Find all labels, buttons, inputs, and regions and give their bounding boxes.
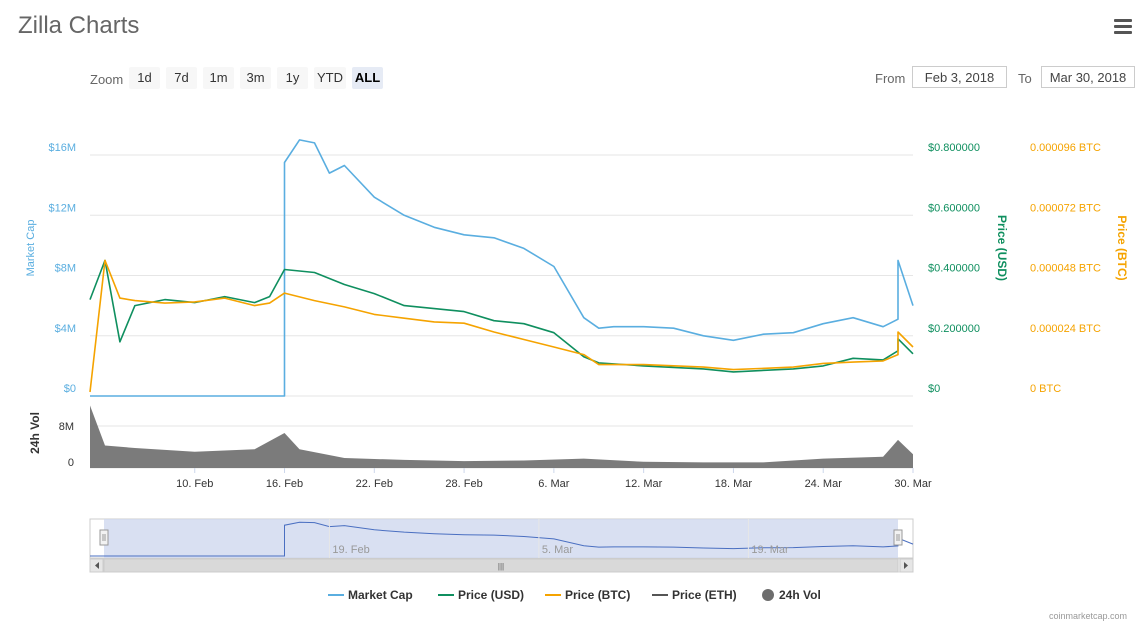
market-cap-tick-label: $8M xyxy=(55,263,76,275)
market-cap-tick-label: $0 xyxy=(64,383,76,395)
legend-item-24h-vol[interactable]: 24h Vol xyxy=(762,588,821,602)
price-btc-tick-label: 0.000024 BTC xyxy=(1030,323,1101,335)
legend-item-price-eth[interactable]: Price (ETH) xyxy=(652,588,737,602)
zoom-button-1m[interactable]: 1m xyxy=(203,67,234,89)
price-usd-tick-label: $0 xyxy=(928,383,940,395)
volume-tick-label: 8M xyxy=(59,421,74,433)
credit-text: coinmarketcap.com xyxy=(1049,611,1128,621)
x-axis-tick-label: 28. Feb xyxy=(445,478,482,490)
x-axis-tick-label: 30. Mar xyxy=(894,478,932,490)
arrow-left-icon xyxy=(95,562,99,569)
legend-label: Price (USD) xyxy=(458,588,524,602)
to-label: To xyxy=(1018,71,1032,86)
series-price-btc xyxy=(89,259,914,393)
legend-item-price-usd[interactable]: Price (USD) xyxy=(438,588,524,602)
series-market-cap xyxy=(90,139,914,397)
legend-item-price-btc[interactable]: Price (BTC) xyxy=(545,588,630,602)
arrow-right-icon xyxy=(904,562,908,569)
legend-label: Price (ETH) xyxy=(672,588,737,602)
price-usd-axis-title: Price (USD) xyxy=(995,215,1009,281)
price-btc-tick-label: 0.000048 BTC xyxy=(1030,263,1101,275)
navigator-series-line xyxy=(90,521,914,557)
legend-label: Price (BTC) xyxy=(565,588,630,602)
legend-label: Market Cap xyxy=(348,588,413,602)
price-btc-tick-label: 0.000096 BTC xyxy=(1030,142,1101,154)
zoom-button-3m[interactable]: 3m xyxy=(240,67,271,89)
series-price-usd xyxy=(89,259,914,373)
x-axis-tick-label: 10. Feb xyxy=(176,478,213,490)
volume-axis-title: 24h Vol xyxy=(28,412,42,454)
page-title: Zilla Charts xyxy=(18,12,140,39)
market-cap-tick-label: $4M xyxy=(55,323,76,335)
scrollbar-thumb[interactable] xyxy=(103,558,899,573)
zoom-button-all[interactable]: ALL xyxy=(352,67,383,89)
legend-item-market-cap[interactable]: Market Cap xyxy=(328,588,413,602)
x-axis-tick-label: 16. Feb xyxy=(266,478,303,490)
market-cap-tick-label: $12M xyxy=(48,202,76,214)
price-usd-tick-label: $0.600000 xyxy=(928,202,980,214)
x-axis-tick-label: 24. Mar xyxy=(805,478,843,490)
x-axis-tick-label: 12. Mar xyxy=(625,478,663,490)
price-btc-tick-label: 0 BTC xyxy=(1030,383,1061,395)
x-axis-tick-label: 6. Mar xyxy=(538,478,570,490)
zoom-button-1y[interactable]: 1y xyxy=(277,67,308,89)
navigator-tick-label: 19. Feb xyxy=(332,544,369,556)
x-axis-tick-label: 22. Feb xyxy=(356,478,393,490)
legend-label: 24h Vol xyxy=(779,588,821,602)
market-cap-tick-label: $16M xyxy=(48,142,76,154)
navigator-left-handle[interactable] xyxy=(99,529,109,546)
price-usd-tick-label: $0.400000 xyxy=(928,263,980,275)
hamburger-menu-icon[interactable] xyxy=(1114,19,1132,34)
volume-tick-label: 0 xyxy=(68,457,74,469)
navigator-selected-range[interactable] xyxy=(104,519,898,558)
zoom-button-1d[interactable]: 1d xyxy=(129,67,160,89)
scrollbar-grip-icon: ||| xyxy=(498,562,504,571)
price-usd-tick-label: $0.800000 xyxy=(928,142,980,154)
zoom-button-7d[interactable]: 7d xyxy=(166,67,197,89)
legend-marker xyxy=(762,589,774,601)
zoom-button-ytd[interactable]: YTD xyxy=(314,67,346,89)
from-date-input[interactable] xyxy=(912,66,1007,88)
navigator-tick-label: 5. Mar xyxy=(542,544,574,556)
from-label: From xyxy=(875,71,906,86)
navigator-right-handle[interactable] xyxy=(893,529,903,546)
x-axis-tick-label: 18. Mar xyxy=(715,478,753,490)
price-btc-axis-title: Price (BTC) xyxy=(1115,215,1129,280)
navigator-tick-label: 19. Mar xyxy=(751,544,789,556)
market-cap-axis-title: Market Cap xyxy=(25,220,37,277)
price-btc-tick-label: 0.000072 BTC xyxy=(1030,202,1101,214)
price-usd-tick-label: $0.200000 xyxy=(928,323,980,335)
to-date-input[interactable] xyxy=(1041,66,1135,88)
series-24h-vol xyxy=(90,405,913,468)
zoom-label: Zoom xyxy=(90,72,124,87)
